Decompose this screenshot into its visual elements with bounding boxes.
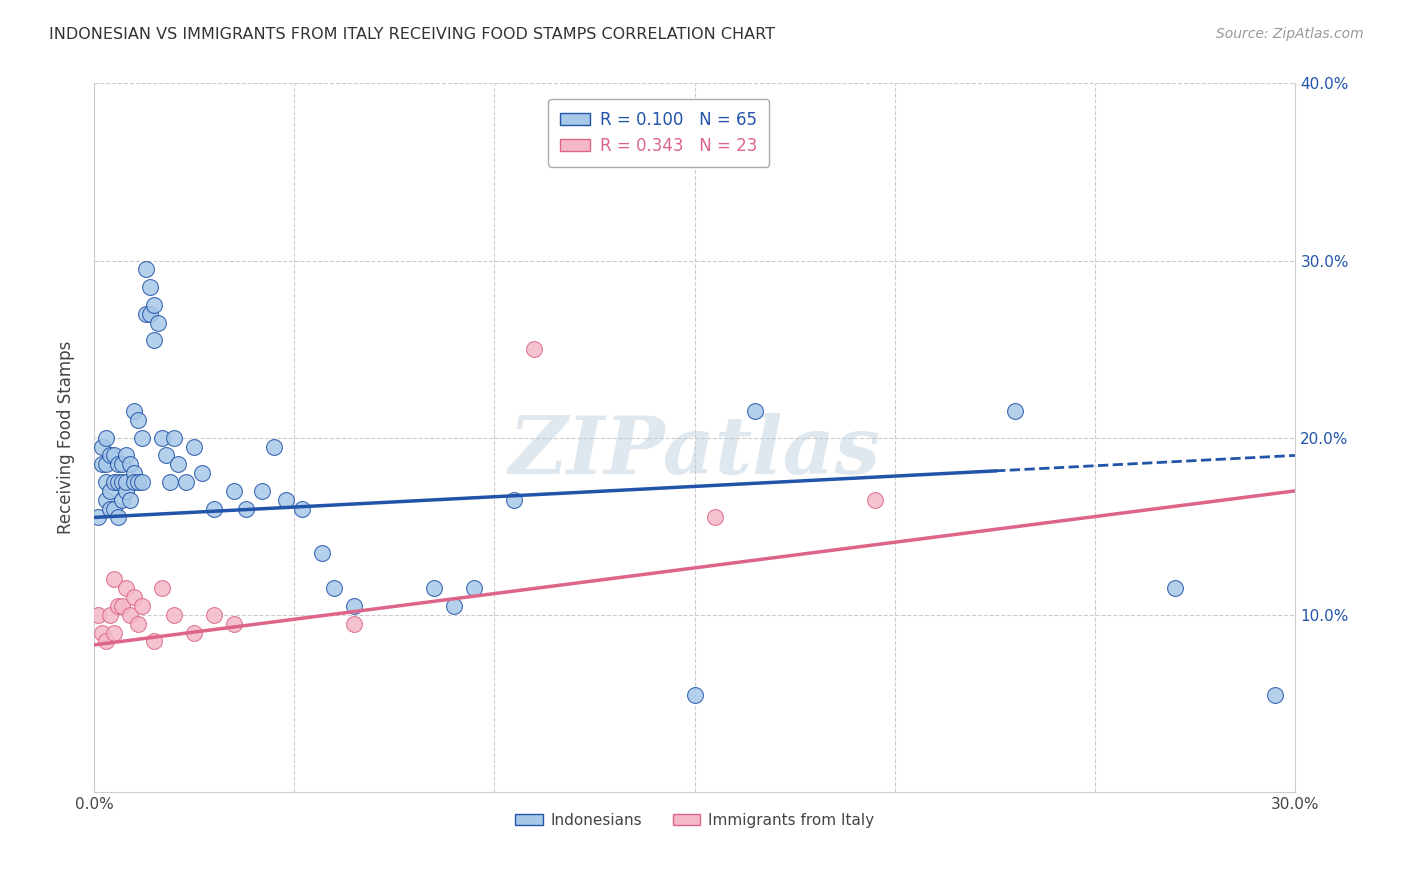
Point	[103, 449, 125, 463]
Point	[163, 431, 186, 445]
Point	[94, 492, 117, 507]
Point	[143, 333, 166, 347]
Point	[98, 483, 121, 498]
Point	[115, 483, 138, 498]
Point	[167, 457, 190, 471]
Point	[107, 510, 129, 524]
Point	[87, 607, 110, 622]
Point	[122, 404, 145, 418]
Point	[115, 475, 138, 489]
Point	[202, 607, 225, 622]
Point	[463, 581, 485, 595]
Point	[263, 440, 285, 454]
Point	[127, 616, 149, 631]
Point	[107, 599, 129, 613]
Point	[703, 510, 725, 524]
Point	[118, 457, 141, 471]
Point	[1164, 581, 1187, 595]
Legend: Indonesians, Immigrants from Italy: Indonesians, Immigrants from Italy	[509, 806, 880, 834]
Point	[98, 449, 121, 463]
Point	[863, 492, 886, 507]
Point	[224, 616, 246, 631]
Point	[503, 492, 526, 507]
Point	[311, 546, 333, 560]
Point	[115, 581, 138, 595]
Point	[1004, 404, 1026, 418]
Point	[131, 475, 153, 489]
Point	[155, 449, 177, 463]
Point	[111, 599, 134, 613]
Point	[135, 262, 157, 277]
Point	[202, 501, 225, 516]
Y-axis label: Receiving Food Stamps: Receiving Food Stamps	[58, 341, 75, 534]
Point	[111, 457, 134, 471]
Text: ZIPatlas: ZIPatlas	[509, 413, 880, 491]
Text: INDONESIAN VS IMMIGRANTS FROM ITALY RECEIVING FOOD STAMPS CORRELATION CHART: INDONESIAN VS IMMIGRANTS FROM ITALY RECE…	[49, 27, 775, 42]
Point	[135, 307, 157, 321]
Point	[122, 466, 145, 480]
Point	[139, 307, 162, 321]
Point	[91, 440, 114, 454]
Point	[343, 599, 366, 613]
Point	[87, 510, 110, 524]
Point	[150, 581, 173, 595]
Point	[107, 475, 129, 489]
Point	[122, 590, 145, 604]
Point	[103, 573, 125, 587]
Point	[1264, 688, 1286, 702]
Point	[276, 492, 298, 507]
Point	[107, 457, 129, 471]
Point	[118, 607, 141, 622]
Point	[291, 501, 314, 516]
Point	[143, 634, 166, 648]
Point	[111, 492, 134, 507]
Point	[139, 280, 162, 294]
Point	[94, 634, 117, 648]
Point	[323, 581, 346, 595]
Point	[163, 607, 186, 622]
Point	[683, 688, 706, 702]
Point	[91, 625, 114, 640]
Point	[423, 581, 446, 595]
Text: Source: ZipAtlas.com: Source: ZipAtlas.com	[1216, 27, 1364, 41]
Point	[235, 501, 257, 516]
Point	[131, 599, 153, 613]
Point	[146, 316, 169, 330]
Point	[744, 404, 766, 418]
Point	[115, 449, 138, 463]
Point	[443, 599, 465, 613]
Point	[94, 431, 117, 445]
Point	[131, 431, 153, 445]
Point	[183, 440, 205, 454]
Point	[98, 501, 121, 516]
Point	[224, 483, 246, 498]
Point	[103, 475, 125, 489]
Point	[127, 475, 149, 489]
Point	[94, 457, 117, 471]
Point	[127, 413, 149, 427]
Point	[91, 457, 114, 471]
Point	[174, 475, 197, 489]
Point	[98, 607, 121, 622]
Point	[191, 466, 214, 480]
Point	[111, 475, 134, 489]
Point	[183, 625, 205, 640]
Point	[250, 483, 273, 498]
Point	[343, 616, 366, 631]
Point	[143, 298, 166, 312]
Point	[159, 475, 181, 489]
Point	[150, 431, 173, 445]
Point	[103, 501, 125, 516]
Point	[122, 475, 145, 489]
Point	[94, 475, 117, 489]
Point	[118, 492, 141, 507]
Point	[103, 625, 125, 640]
Point	[523, 342, 546, 356]
